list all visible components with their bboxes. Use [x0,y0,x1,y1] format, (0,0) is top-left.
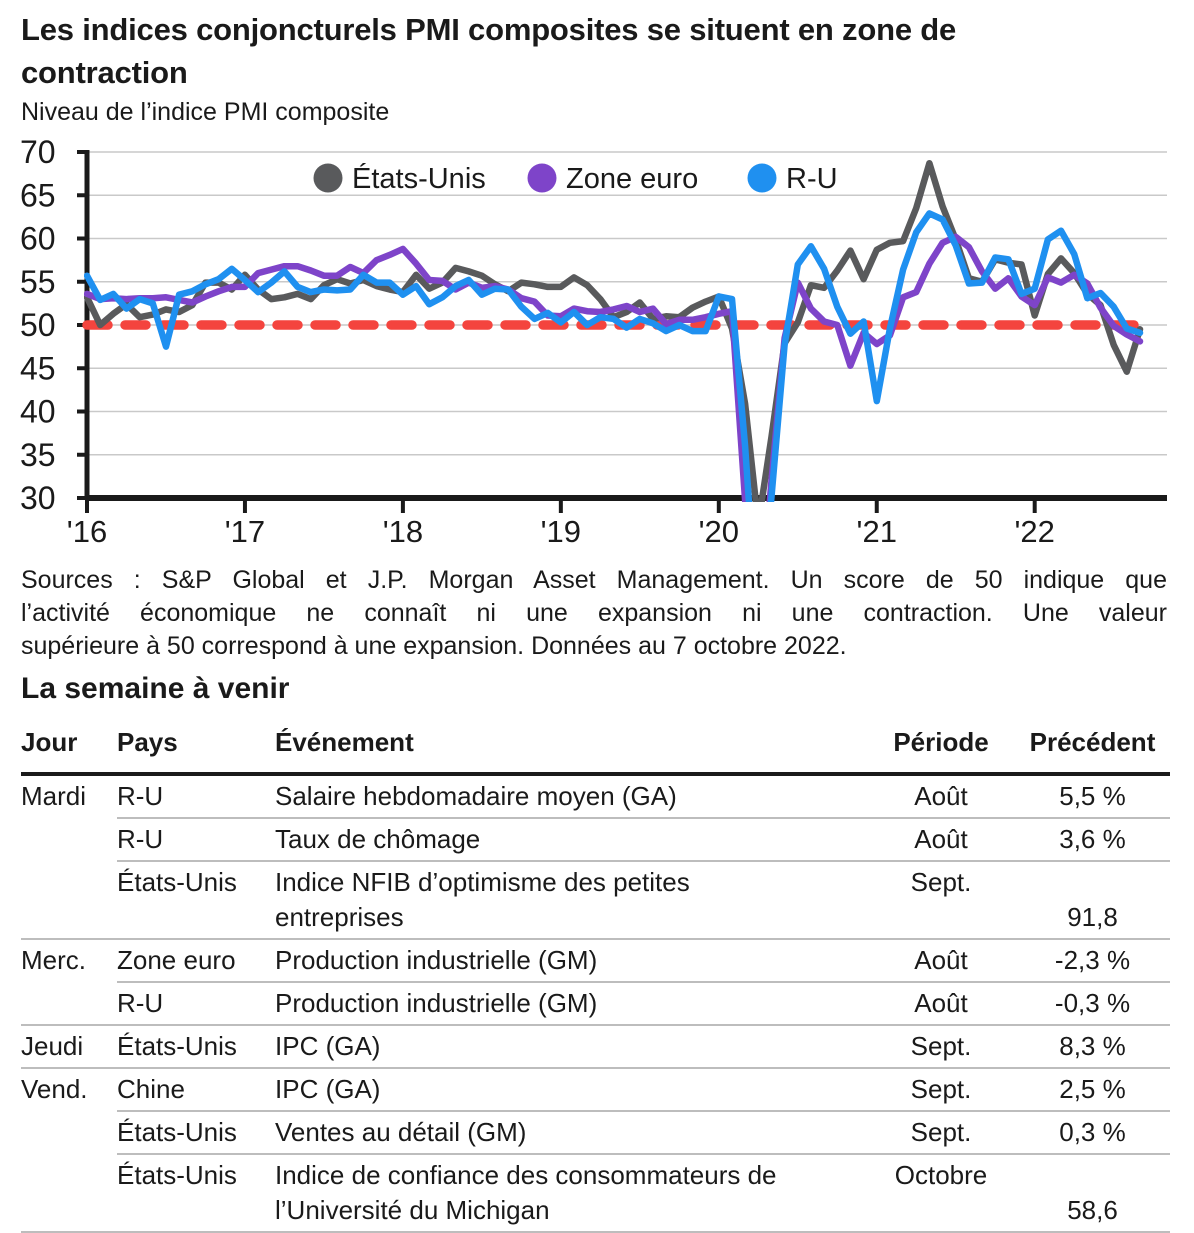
cell-country: R-U [117,774,275,819]
cell-event: Indice NFIB d’optimisme des petites entr… [275,861,867,940]
cell-period: Août [867,982,1015,1026]
y-axis-label: 50 [20,307,56,343]
table-row: États-Unis Indice de confiance des consom… [21,1154,1170,1233]
cell-country: R-U [117,818,275,862]
cell-period: Sept. [867,1025,1015,1069]
cell-period: Août [867,818,1015,862]
x-axis-label: '19 [541,514,581,549]
table-header-row: Jour Pays Événement Période Précédent [21,727,1170,776]
y-axis-label: 65 [20,177,56,213]
cell-day: Mardi [21,781,87,811]
y-axis-label: 35 [20,437,56,473]
cell-event: Ventes au détail (GM) [275,1111,867,1155]
x-axis-label: '21 [857,514,897,549]
page-title: Les indices conjoncturels PMI composites… [21,12,957,90]
cell-event: IPC (GA) [275,1068,867,1112]
cell-previous: -2,3 % [1015,939,1170,983]
cell-period: Sept. [867,1068,1015,1112]
cell-day [21,1154,117,1233]
series-line-zone-euro [84,233,1144,502]
cell-country: Zone euro [117,939,275,983]
column-header-previous: Précédent [1015,727,1170,776]
pmi-report-page: { "page": { "title": "Les indices conjon… [20,12,1170,1233]
cell-previous: 2,5 % [1015,1068,1170,1112]
series-line--tats-unis [84,159,1144,502]
cell-period: Octobre [867,1154,1015,1233]
cell-day: Merc. [21,945,86,975]
cell-previous: 91,8 [1015,861,1170,940]
legend-label: R-U [786,163,838,195]
cell-previous: 3,6 % [1015,818,1170,862]
column-header-day: Jour [21,727,117,776]
table-row: États-Unis Ventes au détail (GM) Sept. 0,3 … [21,1111,1170,1155]
table-row: R-U Taux de chômage Août 3,6 % [21,818,1170,862]
sources-line: supérieure à 50 correspond à une expansi… [21,632,847,660]
cell-period: Sept. [867,861,1015,940]
cell-event: Salaire hebdomadaire moyen (GA) [275,774,867,819]
sources-line: Sources : S&P Global et J.P. Morgan Asse… [21,566,1167,594]
cell-country: R-U [117,982,275,1026]
table-row: Vend. Chine IPC (GA) Sept. 2,5 % [21,1068,1170,1112]
column-header-period: Période [867,727,1015,776]
cell-period: Août [867,774,1015,819]
cell-country: États-Unis [117,1025,275,1069]
table-row: Merc. Zone euro Production industrielle (G… [21,939,1170,983]
legend-marker-2 [527,163,557,193]
cell-day [21,1111,117,1154]
y-axis-label: 30 [20,480,56,516]
column-header-event: Événement [275,727,867,776]
x-axis-label: '22 [1014,514,1054,549]
legend-marker-3 [747,163,777,193]
y-axis-label: 60 [20,221,56,257]
legend-label: Zone euro [566,163,698,195]
legend-marker-1 [313,163,343,193]
cell-previous: 8,3 % [1015,1025,1170,1069]
table-row: R-U Production industrielle (GM) Août -0,3 … [21,982,1170,1026]
cell-previous: -0,3 % [1015,982,1170,1026]
x-axis-label: '16 [67,514,107,549]
x-axis-label: '20 [699,514,739,549]
sources-note: Sources : S&P Global et J.P. Morgan Asse… [21,564,1167,663]
week-ahead-table: Jour Pays Événement Période Précédent Mardi R… [21,727,1170,1233]
cell-country: États-Unis [117,1111,275,1155]
cell-day [21,982,117,1026]
cell-country: Chine [117,1068,275,1112]
cell-day [21,818,117,861]
table-row: Mardi R-U Salaire hebdomadaire moyen (GA) A… [21,774,1170,819]
cell-event: IPC (GA) [275,1025,867,1069]
x-axis-label: '17 [225,514,265,549]
y-axis-label: 45 [20,350,56,386]
cell-previous: 0,3 % [1015,1111,1170,1155]
y-axis-label: 55 [20,264,56,300]
cell-previous: 5,5 % [1015,774,1170,819]
cell-event: Production industrielle (GM) [275,982,867,1026]
x-axis-label: '18 [383,514,423,549]
y-axis-label: 40 [20,394,56,430]
column-header-country: Pays [117,727,275,776]
cell-day: Vend. [21,1074,88,1104]
cell-event: Taux de chômage [275,818,867,862]
week-ahead-title: La semaine à venir [21,672,290,705]
cell-event: Indice de confiance des consommateurs de… [275,1154,867,1233]
cell-day: Jeudi [21,1025,117,1069]
pmi-composite-line-chart: 30 35 40 45 50 55 60 65 70 '16 '17 '18 '19 '20 '21 '22 É… [20,138,1167,549]
cell-previous: 58,6 [1015,1154,1170,1233]
table-row: États-Unis Indice NFIB d’optimisme des pe… [21,861,1170,940]
cell-period: Sept. [867,1111,1015,1155]
cell-country: États-Unis [117,861,275,940]
cell-period: Août [867,939,1015,983]
legend-label: États-Unis [352,162,486,195]
cell-event: Production industrielle (GM) [275,939,867,983]
y-axis-label: 70 [20,138,56,170]
series-line-r-u [84,210,1144,502]
cell-day [21,861,117,940]
chart-subtitle: Niveau de l’indice PMI composite [21,98,390,126]
sources-line: l’activité économique ne connaît ni une … [21,599,1167,627]
table-row: Jeudi États-Unis IPC (GA) Sept. 8,3 % [21,1025,1170,1069]
cell-country: États-Unis [117,1154,275,1233]
